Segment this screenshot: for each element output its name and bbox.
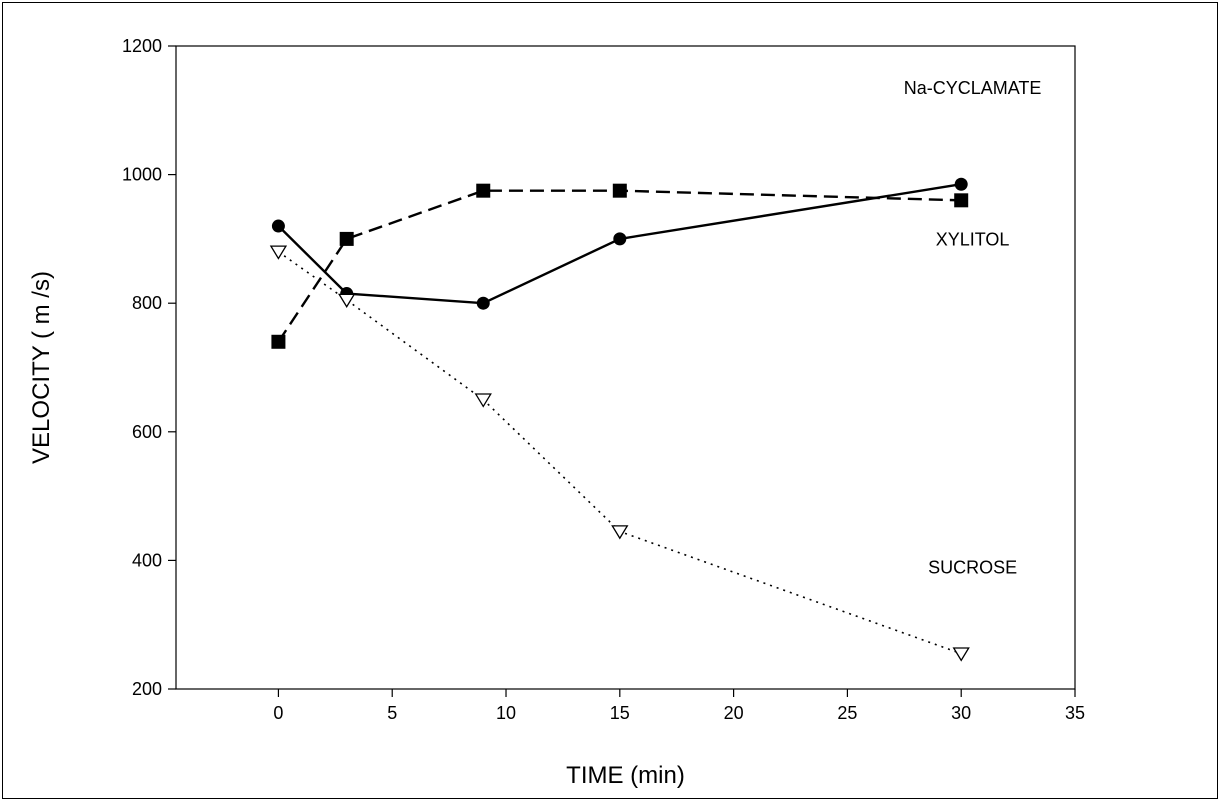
line-chart: 0 5 10 15 20 25 30 35 200 400 600 800 1000 1200 Na-CY… — [28, 36, 1085, 789]
data-point-sucrose — [338, 293, 356, 308]
x-tick-label: 35 — [1065, 703, 1085, 723]
series-annotation: XYLITOL — [936, 229, 1010, 249]
data-point-xylitol — [271, 219, 285, 233]
x-axis-label: TIME (min) — [566, 762, 685, 789]
data-point-sucrose — [474, 393, 492, 408]
y-tick-label: 800 — [132, 293, 162, 313]
data-point-xylitol — [954, 177, 968, 191]
data-point-na-cyclamate — [954, 193, 969, 208]
y-tick-label: 400 — [132, 550, 162, 570]
data-point-sucrose — [611, 525, 629, 540]
axes — [175, 45, 1076, 690]
series-line-sucrose — [277, 251, 962, 655]
data-point-na-cyclamate — [339, 231, 354, 246]
plot-area-border — [175, 45, 1076, 690]
series-annotation: SUCROSE — [928, 557, 1017, 577]
x-tick-label: 0 — [273, 703, 283, 723]
y-tick-label: 600 — [132, 422, 162, 442]
y-tick-label: 1000 — [122, 165, 162, 185]
x-tick-label: 10 — [496, 703, 516, 723]
x-tick-label: 30 — [951, 703, 971, 723]
series-lines — [277, 183, 962, 655]
series-markers — [269, 177, 970, 662]
x-tick-label: 5 — [387, 703, 397, 723]
y-tick-label: 1200 — [122, 36, 162, 56]
x-tick-label: 20 — [724, 703, 744, 723]
data-point-sucrose — [269, 245, 288, 260]
x-tick-label: 15 — [610, 703, 630, 723]
x-tick-label: 25 — [837, 703, 857, 723]
data-point-na-cyclamate — [476, 183, 491, 198]
y-tick-label: 200 — [132, 679, 162, 699]
data-point-sucrose — [952, 647, 970, 662]
data-point-xylitol — [476, 296, 490, 310]
series-annotation: Na-CYCLAMATE — [904, 78, 1042, 98]
data-point-na-cyclamate — [271, 334, 286, 349]
ticks: 0 5 10 15 20 25 30 35 200 400 600 800 1000 1200 — [122, 36, 1085, 723]
data-point-na-cyclamate — [612, 183, 627, 198]
data-point-xylitol — [613, 232, 627, 246]
series-line-na-cyclamate — [277, 189, 962, 343]
y-axis-label: VELOCITY ( m /s) — [28, 271, 55, 464]
annotations: Na-CYCLAMATE XYLITOL SUCROSE — [904, 78, 1042, 577]
